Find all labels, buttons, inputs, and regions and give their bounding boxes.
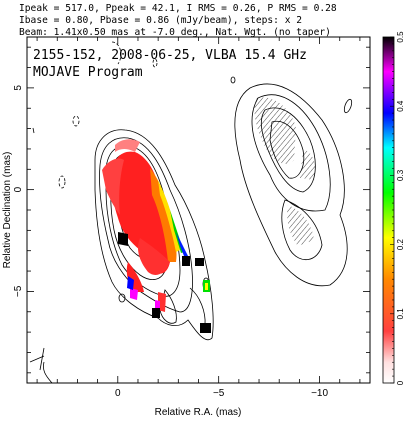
- x-tick-label: 0: [115, 388, 121, 399]
- colorbar-tick-label: 0.3: [396, 169, 405, 181]
- noise-contours: [29, 41, 158, 383]
- x-axis-label: Relative R.A. (mas): [155, 407, 242, 418]
- header-line1: Ipeak = 517.0, Ppeak = 42.1, I RMS = 0.2…: [19, 3, 337, 14]
- map-frame: [26, 36, 371, 384]
- x-tick-label: −5: [213, 388, 225, 399]
- colorbar-axis: 0 0.1 0.2 0.3 0.4 0.5: [390, 31, 405, 385]
- colorbar-tick-label: 0.1: [396, 308, 405, 320]
- x-tick-label: −10: [311, 388, 328, 399]
- chart-title: 2155-152, 2008-06-25, VLBA 15.4 GHz: [33, 48, 307, 63]
- y-tick-label: 0: [13, 186, 24, 192]
- colorbar-tick-label: 0.4: [396, 100, 405, 112]
- colorbar-tick-label: 0.2: [396, 238, 405, 250]
- chart-subtitle: MOJAVE Program: [33, 65, 143, 80]
- axes: 0 −5 −10 5 0 −5: [13, 37, 370, 399]
- western-lobe: [230, 76, 353, 287]
- polarization-image: [102, 139, 211, 333]
- header-line2: Ibase = 0.80, Pbase = 0.86 (mJy/beam), s…: [19, 15, 302, 26]
- y-axis-label: Relative Declination (mas): [2, 152, 13, 269]
- header-line3: Beam: 1.41x0.50 mas at -7.0 deg., Nat. W…: [19, 27, 331, 38]
- y-tick-label: −5: [13, 285, 24, 297]
- colorbar-tick-label: 0: [396, 380, 405, 385]
- y-tick-label: 5: [13, 85, 24, 91]
- map-content: [29, 41, 353, 383]
- colorbar-tick-label: 0.5: [396, 31, 405, 43]
